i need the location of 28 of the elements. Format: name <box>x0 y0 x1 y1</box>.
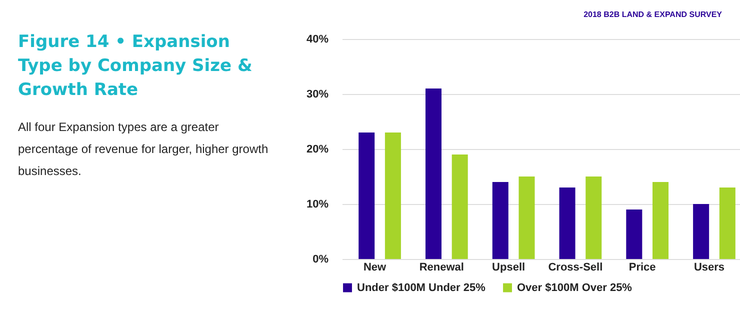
bar <box>559 188 576 259</box>
bar <box>626 210 642 259</box>
x-tick-label: Renewal <box>419 262 464 274</box>
x-tick-label: Price <box>628 262 656 274</box>
bar <box>384 132 401 259</box>
bar <box>425 88 442 259</box>
legend-label: Over $100M Over 25% <box>517 282 632 294</box>
y-tick-label: 10% <box>306 198 329 210</box>
text: Figure 14 • Expansion Type by Company Size & Growth Rate <box>18 31 254 102</box>
bar <box>518 176 535 259</box>
text: All four Expansion types are a greater percentage of revenue for larger, higher growth businesses. <box>18 119 270 180</box>
bar <box>719 188 736 259</box>
y-tick-label: 40% <box>306 34 329 46</box>
y-tick-label: 30% <box>306 88 329 100</box>
x-tick-label: Upsell <box>492 262 526 274</box>
bar <box>358 132 375 259</box>
legend-label: Under $100M Under 25% <box>357 282 486 294</box>
bar <box>492 182 508 259</box>
text: 2018 B2B LAND & EXPAND SURVEY <box>584 10 722 19</box>
bar <box>652 182 669 259</box>
x-tick-label: Cross-Sell <box>548 262 603 274</box>
bar <box>586 176 602 259</box>
y-tick-label: 0% <box>312 254 329 266</box>
bar <box>452 154 468 259</box>
x-tick-label: New <box>363 262 387 274</box>
bar <box>693 204 710 259</box>
x-tick-label: Users <box>694 262 725 274</box>
y-tick-label: 20% <box>306 144 329 156</box>
